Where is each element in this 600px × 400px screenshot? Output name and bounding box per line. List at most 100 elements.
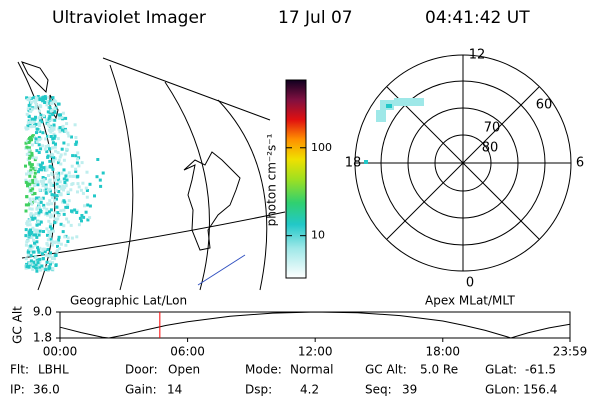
aurora-pixel	[33, 216, 37, 220]
aurora-pixel	[36, 261, 40, 265]
aurora-pixel	[49, 130, 53, 134]
aurora-pixel	[25, 152, 29, 156]
info-value: Open	[168, 363, 200, 377]
aurora-pixel	[36, 258, 40, 262]
aurora-pixel	[29, 254, 33, 258]
aurora-pixel	[59, 192, 63, 196]
aurora-pixel	[62, 129, 66, 133]
aurora-pixel	[38, 197, 42, 201]
aurora-pixel	[27, 146, 31, 150]
aurora-pixel	[55, 205, 59, 209]
aurora-pixel	[34, 243, 38, 247]
aurora-pixel	[29, 97, 33, 100]
x-tick-label: 18:00	[425, 345, 460, 359]
aurora-pixel	[48, 159, 52, 163]
aurora-pixel	[85, 170, 89, 174]
aurora-pixel	[35, 149, 39, 153]
aurora-pixel	[63, 152, 67, 156]
aurora-pixel	[53, 145, 57, 149]
aurora-pixel	[27, 103, 31, 107]
aurora-pixel	[51, 195, 55, 199]
aurora-pixel	[27, 170, 31, 174]
aurora-pixel	[41, 131, 45, 135]
aurora-pixel	[29, 125, 33, 129]
aurora-pixel	[53, 211, 57, 215]
aurora-pixel	[45, 100, 49, 104]
aurora-pixel	[40, 120, 44, 124]
aurora-pixel	[54, 263, 58, 267]
aurora-pixel	[53, 118, 57, 122]
aurora-pixel	[30, 163, 34, 167]
aurora-pixel	[26, 203, 30, 207]
aurora-pixel	[68, 174, 72, 178]
aurora-pixel	[24, 243, 28, 247]
aurora-pixel	[45, 103, 49, 107]
aurora-pixel	[30, 202, 34, 206]
aurora-pixel	[49, 135, 53, 138]
aurora-pixel	[49, 222, 53, 226]
aurora-pixel	[55, 172, 59, 175]
aurora-pixel	[34, 101, 38, 105]
aurora-pixel	[34, 178, 38, 182]
aurora-pixel	[48, 266, 52, 270]
aurora-pixel	[57, 116, 61, 120]
aurora-pixel	[41, 257, 45, 260]
aurora-pixel	[48, 225, 52, 229]
aurora-pixel	[98, 178, 102, 182]
aurora-pixel	[29, 188, 33, 192]
aurora-pixel	[80, 219, 83, 223]
aurora-pixel	[52, 132, 56, 136]
aurora-pixel	[56, 137, 60, 141]
aurora-pixel	[77, 185, 81, 189]
aurora-pixel	[35, 230, 39, 234]
aurora-pixel	[46, 233, 49, 237]
aurora-pixel	[52, 229, 55, 233]
info-value: 156.4	[523, 383, 557, 397]
aurora-pixel	[30, 262, 34, 266]
x-tick-label: 00:00	[43, 345, 78, 359]
aurora-pixel	[56, 151, 60, 155]
aurora-pixel	[32, 238, 35, 242]
aurora-pixel	[47, 123, 51, 127]
aurora-pixel	[27, 148, 31, 152]
aurora-pixel	[32, 95, 36, 99]
aurora-pixel	[26, 180, 30, 184]
aurora-pixel	[35, 140, 39, 144]
info-value: 5.0 Re	[420, 363, 458, 377]
aurora-pixel	[59, 222, 63, 226]
aurora-pixel	[53, 107, 57, 111]
aurora-pixel	[51, 261, 55, 265]
aurora-pixel	[28, 156, 31, 160]
aurora-pixel	[33, 241, 36, 245]
aurora-pixel	[101, 171, 105, 175]
aurora-pixel	[47, 230, 51, 234]
aurora-pixel	[29, 110, 33, 113]
aurora-pixel	[36, 220, 40, 224]
aurora-pixel	[50, 152, 54, 156]
aurora-pixel	[67, 171, 71, 175]
aurora-pixel	[75, 140, 78, 144]
aurora-pixel	[34, 122, 38, 126]
aurora-pixel	[30, 134, 34, 138]
aurora-pixel	[25, 265, 29, 269]
aurora-pixel	[66, 131, 70, 135]
aurora-pixel	[71, 174, 75, 178]
info-panel: Flt: LBHL Door: Open Mode: Normal GC Alt: 5.0 R…	[10, 363, 557, 397]
info-label: Mode:	[245, 363, 282, 377]
aurora-pixel	[38, 188, 42, 192]
aurora-pixel	[48, 106, 52, 110]
aurora-pixel	[31, 155, 35, 159]
aurora-pixel	[41, 161, 44, 165]
aurora-pixel	[29, 100, 33, 104]
aurora-pixel	[56, 211, 60, 215]
aurora-pixel	[26, 121, 30, 124]
right-title: Apex MLat/MLT	[425, 294, 515, 308]
aurora-pixel	[29, 169, 33, 173]
aurora-pixel	[75, 211, 79, 214]
aurora-pixel	[85, 195, 89, 199]
aurora-pixel	[46, 110, 50, 114]
aurora-pixel	[88, 204, 92, 208]
aurora-pixel	[42, 230, 45, 233]
aurora-pixel	[31, 226, 35, 230]
y-tick-label: 1.8	[33, 331, 52, 345]
